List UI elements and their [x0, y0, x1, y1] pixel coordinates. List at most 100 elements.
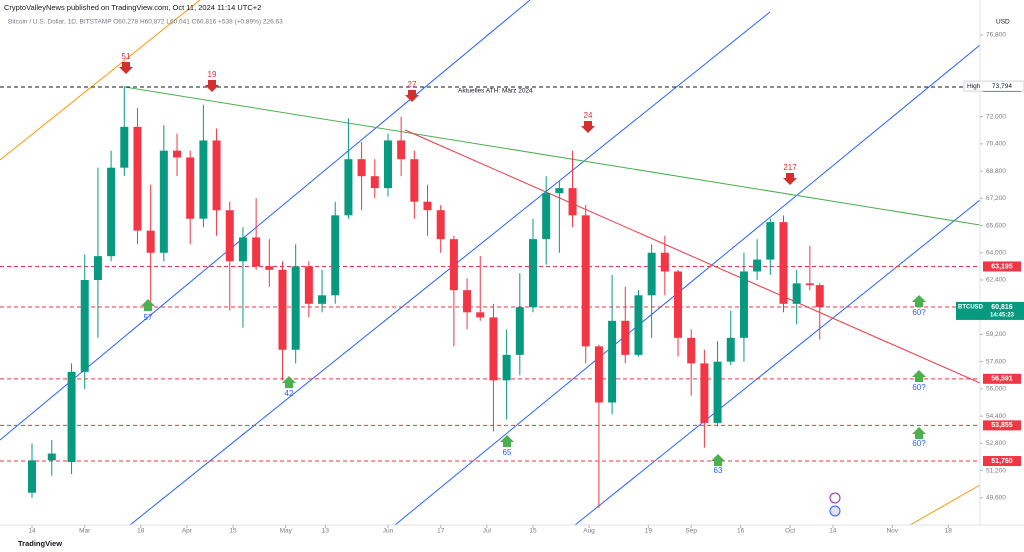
candle-body [634, 295, 643, 355]
arrow-up [912, 370, 926, 382]
y-tick-label: 57,600 [986, 358, 1006, 365]
trend-line [404, 129, 981, 384]
x-tick-label: 14 [28, 528, 36, 535]
last-price-label: 60,816 [991, 304, 1013, 311]
channel-line [394, 44, 981, 526]
level-tag [983, 261, 1021, 272]
candle-body [476, 312, 485, 318]
candle-body [594, 346, 603, 403]
candle-body [726, 337, 735, 362]
y-tick-label: 62,400 [986, 277, 1006, 284]
x-tick-label: 19 [645, 528, 653, 535]
annotation: 24 [584, 111, 593, 120]
currency: USD [996, 19, 1010, 26]
annotation: 65 [503, 448, 512, 457]
x-tick-label: Aug [583, 528, 595, 535]
candle-body [805, 283, 814, 286]
x-tick-label: 13 [322, 528, 330, 535]
x-tick-label: Jun [383, 528, 394, 535]
footer [0, 536, 1024, 552]
x-tick-label: Jul [483, 528, 492, 535]
level-label: 63,195 [991, 263, 1013, 270]
x-tick-label: Mar [79, 528, 91, 535]
candle-body [67, 371, 76, 463]
candle-body [252, 237, 261, 267]
flag-icon[interactable] [829, 505, 841, 517]
annotation: 217 [783, 163, 797, 172]
high-label: 73,794 [992, 83, 1012, 90]
candle-body [739, 271, 748, 338]
candle-body [146, 230, 155, 253]
x-tick-label: 14 [829, 528, 837, 535]
candle-body [423, 201, 432, 211]
candle-body [186, 157, 195, 219]
arrow-up [711, 454, 725, 466]
candle-body [120, 126, 129, 168]
x-tick-label: 18 [945, 528, 953, 535]
candle-body [674, 271, 683, 338]
candle-body [660, 252, 669, 272]
candle-body [344, 159, 353, 216]
arrow-up [282, 376, 296, 388]
annotation: 60? [912, 308, 926, 317]
publisher: CryptoValleyNews published on TradingVie… [4, 3, 261, 12]
candle-body [515, 307, 524, 355]
y-tick-label: 49,600 [986, 494, 1006, 501]
arrow-down [783, 173, 797, 185]
channel-line [574, 199, 981, 526]
arrow-up [912, 427, 926, 439]
y-tick-label: 72,000 [986, 113, 1006, 120]
candle-body [753, 259, 762, 272]
candle-body [318, 295, 327, 304]
arrow-down [405, 90, 419, 102]
candle-body [107, 167, 116, 257]
x-tick-label: Sep [685, 528, 697, 535]
candle-body [568, 188, 577, 216]
candle-body [265, 266, 274, 270]
y-tick-label: 70,400 [986, 141, 1006, 148]
candle-body [291, 266, 300, 350]
last-price-name: BTCUSD [958, 305, 984, 311]
annotations: Aktuelles ATH: März 2024 51 19 27 24 217… [119, 52, 926, 517]
candle-body [357, 159, 366, 177]
arrow-down [119, 62, 133, 74]
candle-body [621, 320, 630, 355]
candle-body [608, 320, 617, 403]
x-tick-label: 16 [737, 528, 745, 535]
level-label: 53,855 [991, 422, 1013, 429]
y-tick-label: 65,600 [986, 222, 1006, 229]
level-label: 51,760 [991, 458, 1013, 465]
candle-body [331, 215, 340, 296]
arrow-up [141, 299, 155, 311]
candle-body [463, 290, 472, 313]
countdown: 14:45:23 [990, 313, 1015, 319]
y-tick-label: 56,000 [986, 386, 1006, 393]
level-label: 56,591 [991, 376, 1013, 383]
candle-body [489, 317, 498, 381]
y-tick-label: 51,200 [986, 467, 1006, 474]
last-price-tag [956, 301, 1024, 320]
annotation: 63 [714, 466, 723, 475]
candle-body [370, 176, 379, 189]
y-tick-label: 64,000 [986, 249, 1006, 256]
annotation: 60? [912, 439, 926, 448]
candle-body [528, 239, 537, 308]
levels [0, 86, 980, 462]
event-icon[interactable] [829, 492, 841, 504]
candle-body [397, 140, 406, 160]
candle-body [410, 159, 419, 202]
candle-body [383, 140, 392, 189]
candle-body [542, 193, 551, 240]
x-tick-label: Apr [182, 528, 193, 535]
x-tick-label: 15 [229, 528, 237, 535]
candle-body [159, 150, 168, 253]
candle-body [212, 140, 221, 211]
candle-body [779, 222, 788, 304]
x-tick-label: Nov [886, 528, 898, 535]
x-tick-label: 17 [437, 528, 445, 535]
arrow-down [205, 80, 219, 92]
y-tick-label: 68,800 [986, 168, 1006, 175]
annotation: 42 [285, 389, 294, 398]
x-tick-label: 18 [137, 528, 145, 535]
